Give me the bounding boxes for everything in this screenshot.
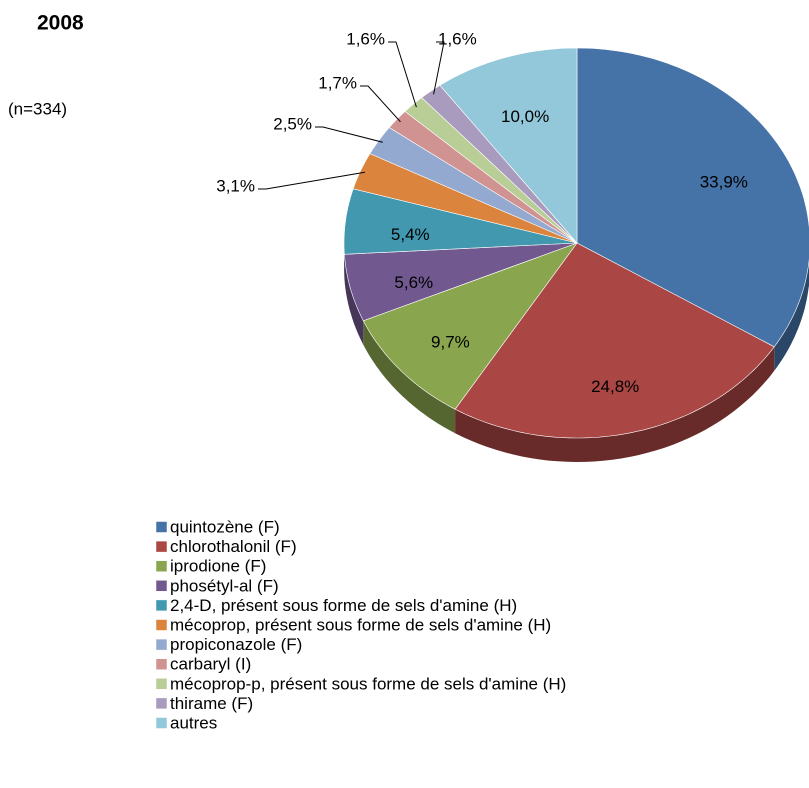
legend-swatch — [155, 697, 168, 710]
pie-slice-side — [455, 346, 775, 462]
data-label: 1,7% — [318, 73, 357, 92]
legend-label: 2,4-D, présent sous forme de sels d'amin… — [170, 596, 517, 615]
data-label: 5,4% — [391, 225, 430, 244]
legend-swatch — [155, 580, 168, 592]
data-label: 1,6% — [438, 29, 477, 48]
legend-label: iprodione (F) — [170, 557, 266, 576]
pie-slice — [369, 127, 578, 244]
pie-slice — [404, 97, 578, 244]
legend-swatch — [155, 678, 168, 690]
legend-swatch — [155, 658, 168, 670]
legend-label: propiconazole (F) — [170, 635, 302, 654]
pie-slice — [344, 242, 578, 322]
legend-swatch — [155, 717, 168, 729]
legend-label: mécoprop-p, présent sous forme de sels d… — [170, 674, 566, 693]
leader-line — [258, 171, 365, 190]
pie-slice-side — [363, 320, 456, 434]
leader-line — [360, 85, 401, 123]
chart-subtitle: (n=334) — [8, 99, 67, 118]
legend-swatch — [155, 638, 168, 651]
leader-line — [433, 41, 445, 95]
data-label: 1,6% — [346, 29, 385, 48]
data-label: 9,7% — [431, 333, 470, 352]
pie-slice — [352, 153, 578, 244]
legend-label: carbaryl (I) — [170, 655, 251, 674]
legend-label: quintozène (F) — [170, 517, 280, 536]
data-label: 5,6% — [394, 273, 433, 292]
legend-swatch — [155, 619, 168, 631]
pie-slice — [421, 84, 578, 244]
pie-slice — [362, 242, 578, 410]
legend-label: autres — [170, 713, 217, 732]
legend-swatch — [155, 560, 168, 572]
legend-swatch — [155, 599, 168, 612]
legend-label: phosétyl-al (F) — [170, 576, 279, 595]
pie-slice — [454, 242, 775, 439]
pie-slice — [388, 111, 578, 244]
pie-slice — [343, 188, 578, 255]
pie-slice — [439, 47, 578, 244]
data-label: 10,0% — [501, 107, 549, 126]
legend-label: chlorothalonil (F) — [170, 537, 297, 556]
legend-swatch — [155, 521, 168, 533]
legend-swatch — [155, 540, 168, 553]
data-label: 33,9% — [700, 173, 748, 192]
legend-label: mécoprop, présent sous forme de sels d'a… — [170, 615, 551, 634]
leader-line — [315, 126, 384, 143]
pie-slice-side — [774, 261, 809, 371]
data-label: 24,8% — [591, 377, 639, 396]
legend-label: thirame (F) — [170, 694, 253, 713]
leader-line — [388, 41, 417, 108]
chart-title: 2008 — [37, 12, 84, 35]
data-label: 2,5% — [273, 114, 312, 133]
data-label: 3,1% — [216, 176, 255, 195]
pie-slice — [576, 47, 809, 348]
